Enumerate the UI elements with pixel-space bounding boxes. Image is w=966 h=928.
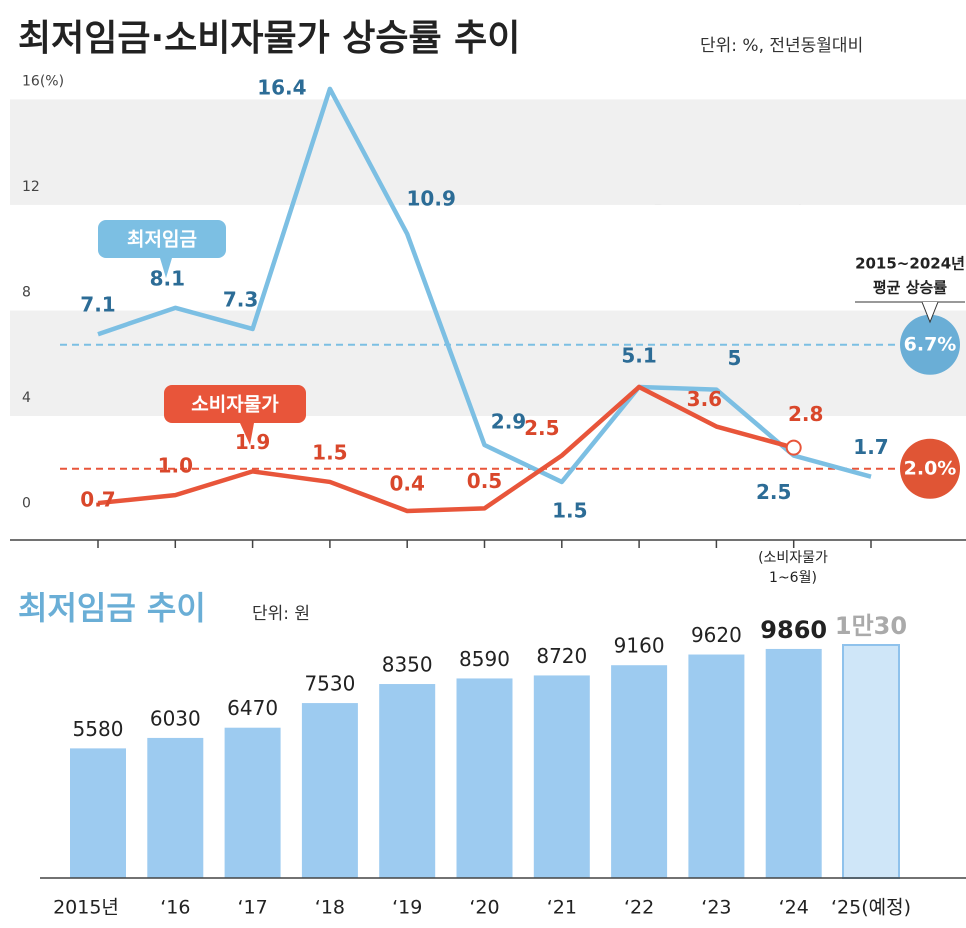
legend-label: 소비자물가 bbox=[191, 394, 279, 416]
data-label: 9860 bbox=[760, 616, 827, 644]
bar bbox=[765, 648, 822, 878]
bar bbox=[456, 678, 513, 878]
data-label: 9160 bbox=[614, 634, 665, 658]
subtitle: 단위: %, 전년동월대비 bbox=[700, 36, 863, 56]
data-label: 9620 bbox=[691, 623, 742, 647]
bar bbox=[379, 684, 436, 878]
x-tick-label: ‘23 bbox=[701, 897, 731, 919]
average-badge bbox=[900, 438, 960, 499]
average-label: 6.7% bbox=[904, 333, 957, 355]
data-label: 1.7 bbox=[853, 435, 888, 459]
legend-box bbox=[98, 220, 226, 258]
data-label: 1만30 bbox=[835, 612, 907, 640]
data-label: 3.6 bbox=[687, 387, 722, 411]
bar bbox=[533, 675, 590, 878]
data-label: 1.9 bbox=[235, 430, 270, 454]
legend-label: 최저임금 bbox=[127, 229, 197, 251]
x-tick-label: ‘16 bbox=[160, 897, 190, 919]
note: (소비자물가 bbox=[758, 550, 828, 566]
x-tick-label: ‘24 bbox=[779, 897, 809, 919]
data-label: 7.1 bbox=[80, 293, 115, 317]
average-title: 2015~2024년 bbox=[855, 255, 965, 273]
data-label: 8350 bbox=[382, 653, 433, 677]
data-label: 2.8 bbox=[788, 402, 823, 426]
bar bbox=[688, 654, 745, 878]
bar bbox=[842, 644, 900, 879]
data-label: 6470 bbox=[227, 696, 278, 720]
chart-title: 최저임금 추이 bbox=[18, 589, 206, 627]
data-label: 1.0 bbox=[158, 454, 193, 478]
bar bbox=[224, 727, 281, 878]
bar bbox=[147, 737, 204, 878]
y-tick-label: 0 bbox=[22, 496, 31, 512]
data-label: 0.7 bbox=[80, 488, 115, 512]
legend-pointer bbox=[160, 258, 172, 278]
bar bbox=[611, 665, 668, 878]
data-label: 2.5 bbox=[756, 480, 791, 504]
data-label: 2.5 bbox=[524, 416, 559, 440]
data-label: 5 bbox=[727, 346, 741, 370]
x-tick-label: ‘20 bbox=[469, 897, 499, 919]
average-label: 2.0% bbox=[904, 457, 957, 479]
average-pointer bbox=[921, 301, 939, 324]
average-badge bbox=[900, 314, 960, 375]
chart-subtitle: 단위: 원 bbox=[252, 604, 310, 624]
grid-band bbox=[10, 99, 966, 205]
data-label: 0.4 bbox=[389, 471, 424, 495]
x-tick-label: 2015년 bbox=[53, 897, 119, 919]
title: 최저임금·소비자물가 상승률 추이 bbox=[18, 18, 520, 59]
bar bbox=[70, 748, 126, 878]
series-line bbox=[97, 384, 795, 514]
x-tick-label: ‘21 bbox=[547, 897, 577, 919]
data-label: 8720 bbox=[536, 644, 587, 668]
data-label: 10.9 bbox=[407, 186, 456, 210]
legend-pointer bbox=[240, 423, 254, 445]
data-label: 7530 bbox=[304, 672, 355, 696]
data-label: 5.1 bbox=[621, 343, 656, 367]
data-label: 0.5 bbox=[467, 469, 502, 493]
data-label: 6030 bbox=[150, 706, 201, 730]
x-tick-label: ‘18 bbox=[315, 897, 345, 919]
grid-band bbox=[10, 310, 966, 416]
data-label: 1.5 bbox=[312, 440, 347, 464]
series-line bbox=[97, 86, 872, 485]
y-tick-label: 8 bbox=[22, 284, 31, 300]
data-label: 8590 bbox=[459, 647, 510, 671]
marker bbox=[785, 439, 802, 456]
data-label: 1.5 bbox=[552, 498, 587, 522]
data-label: 2.9 bbox=[491, 410, 526, 434]
x-tick-label: ‘19 bbox=[392, 897, 422, 919]
data-label: 5580 bbox=[73, 717, 124, 741]
x-tick-label: ‘25(예정) bbox=[831, 897, 911, 919]
note: 1~6월) bbox=[769, 570, 817, 586]
legend-box bbox=[164, 385, 306, 423]
bar bbox=[301, 703, 358, 878]
average-subtitle: 평균 상승률 bbox=[873, 279, 947, 297]
y-tick-label: 4 bbox=[22, 390, 31, 406]
y-tick-label: 16(%) bbox=[22, 73, 64, 89]
y-tick-label: 12 bbox=[22, 179, 40, 195]
x-tick-label: ‘22 bbox=[624, 897, 654, 919]
data-label: 16.4 bbox=[257, 75, 306, 99]
data-label: 7.3 bbox=[223, 287, 258, 311]
x-tick-label: ‘17 bbox=[237, 897, 267, 919]
